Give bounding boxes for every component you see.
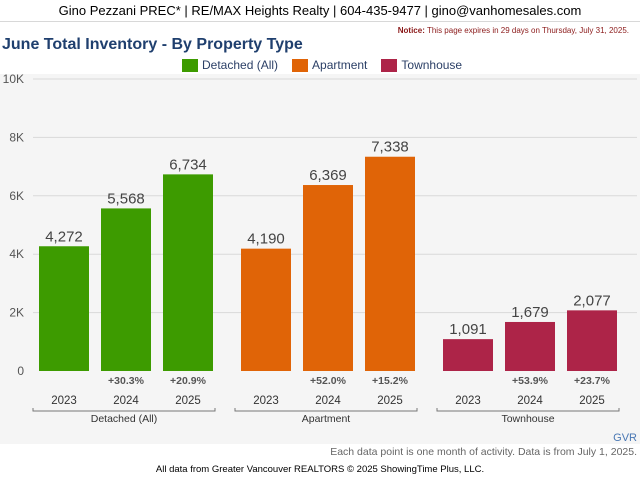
data-footnote: Each data point is one month of activity… <box>330 446 637 458</box>
notice-text: This page expires in 29 days on Thursday… <box>426 26 629 35</box>
contact-text: Gino Pezzani PREC* | RE/MAX Heights Real… <box>58 3 582 18</box>
bar-value-label: 6,734 <box>169 156 207 173</box>
bar <box>303 185 353 371</box>
group-label: Detached (All) <box>91 413 158 425</box>
group-label: Townhouse <box>501 413 554 425</box>
bar <box>443 339 493 371</box>
legend-swatch-detached <box>182 58 198 72</box>
y-tick-label: 8K <box>9 130 24 144</box>
legend-item-detached[interactable]: Detached (All) <box>182 58 278 72</box>
x-tick-label: 2024 <box>315 395 341 407</box>
x-tick-label: 2023 <box>455 395 481 407</box>
y-tick-label: 4K <box>9 247 24 261</box>
y-tick-label: 0 <box>17 364 24 378</box>
source-credit: All data from Greater Vancouver REALTORS… <box>155 464 485 475</box>
group-bracket <box>32 408 216 412</box>
bar <box>101 208 151 371</box>
bar <box>241 248 291 371</box>
gvr-link[interactable]: GVR <box>613 432 637 444</box>
change-label: +15.2% <box>372 375 409 387</box>
x-tick-label: 2025 <box>175 395 201 407</box>
legend-item-townhouse[interactable]: Townhouse <box>381 58 462 72</box>
change-label: +53.9% <box>512 375 549 387</box>
x-tick-label: 2024 <box>517 395 543 407</box>
change-label: +30.3% <box>108 375 145 387</box>
y-tick-label: 6K <box>9 189 24 203</box>
bar-value-label: 6,369 <box>309 167 347 184</box>
group-bracket <box>234 408 418 412</box>
notice-label: Notice: <box>397 26 425 35</box>
change-label: +23.7% <box>574 375 611 387</box>
bar <box>567 310 617 371</box>
legend-swatch-townhouse <box>381 58 398 72</box>
expiry-notice: Notice: This page expires in 29 days on … <box>398 26 629 35</box>
group-bracket <box>436 408 620 412</box>
y-tick-label: 2K <box>9 306 24 320</box>
legend-item-apartment[interactable]: Apartment <box>292 58 367 72</box>
x-tick-label: 2024 <box>113 395 139 407</box>
x-tick-label: 2025 <box>579 395 605 407</box>
chart-legend: Detached (All) Apartment Townhouse <box>182 57 462 73</box>
chart-title: June Total Inventory - By Property Type <box>2 36 303 53</box>
bar-value-label: 1,091 <box>449 321 487 338</box>
x-tick-label: 2025 <box>377 395 403 407</box>
bar <box>39 246 89 371</box>
legend-label-detached: Detached (All) <box>202 58 279 72</box>
bar <box>505 321 555 371</box>
legend-label-townhouse: Townhouse <box>401 58 463 72</box>
bar-value-label: 4,190 <box>247 231 285 248</box>
bar <box>365 156 415 371</box>
bar-value-label: 5,568 <box>107 190 145 207</box>
change-label: +20.9% <box>170 375 207 387</box>
change-label: +52.0% <box>310 375 347 387</box>
bar <box>163 174 213 371</box>
x-tick-label: 2023 <box>51 395 77 407</box>
bar-value-label: 7,338 <box>371 139 409 156</box>
contact-header: Gino Pezzani PREC* | RE/MAX Heights Real… <box>0 0 640 22</box>
bar-value-label: 2,077 <box>573 292 611 309</box>
y-tick-label: 10K <box>3 72 24 86</box>
bar-value-label: 4,272 <box>45 228 83 245</box>
legend-label-apartment: Apartment <box>312 58 368 72</box>
legend-swatch-apartment <box>292 58 309 72</box>
group-label: Apartment <box>302 413 351 425</box>
bar-value-label: 1,679 <box>511 304 549 321</box>
x-tick-label: 2023 <box>253 395 279 407</box>
